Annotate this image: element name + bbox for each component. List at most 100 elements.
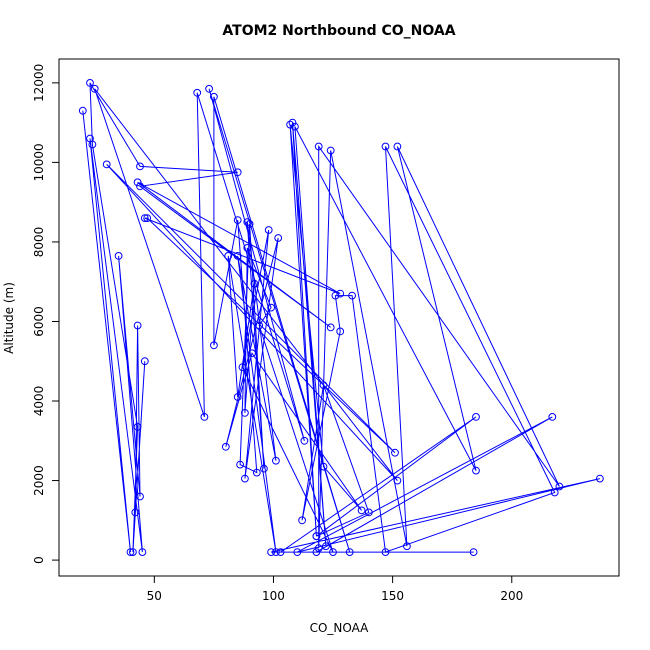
data-point-28 (205, 84, 214, 93)
y-tick-label: 10000 (32, 143, 46, 181)
data-point-60 (322, 542, 330, 551)
data-point-0 (78, 106, 87, 115)
data-point-19 (140, 214, 149, 223)
x-tick-label: 200 (500, 589, 523, 603)
data-point-45 (243, 244, 252, 252)
data-point-55 (357, 506, 366, 515)
data-point-64 (555, 482, 564, 491)
chart-title: ATOM2 Northbound CO_NOAA (222, 23, 455, 39)
x-axis: 50 100 150 200 (147, 575, 523, 603)
y-tick-label: 8000 (32, 227, 46, 258)
data-point-7 (131, 508, 140, 517)
data-point-16 (326, 323, 335, 332)
y-axis-title: Altitude (m) (2, 282, 16, 354)
data-point-79 (472, 413, 480, 421)
data-point-21 (391, 448, 399, 457)
data-point-86 (469, 548, 478, 556)
data-point-50 (264, 226, 273, 234)
data-point-25 (200, 413, 209, 421)
data-point-71 (381, 548, 390, 556)
data-point-22 (102, 160, 111, 169)
data-point-47 (255, 321, 264, 330)
data-point-68 (403, 542, 411, 551)
data-point-34 (236, 460, 245, 469)
y-axis: 0 2000 4000 6000 8000 10000 12000 (32, 64, 60, 564)
data-point-85 (267, 548, 276, 556)
data-point-6 (133, 321, 142, 330)
data-point-10 (133, 423, 142, 431)
data-point-57 (286, 120, 295, 129)
data-point-38 (272, 456, 280, 465)
data-point-4 (114, 252, 123, 260)
data-point-41 (224, 252, 233, 260)
data-point-13 (136, 162, 144, 171)
data-point-69 (381, 142, 390, 151)
data-point-75 (298, 516, 307, 525)
data-point-3 (138, 548, 147, 556)
data-point-17 (133, 178, 142, 187)
data-point-12 (86, 79, 94, 87)
data-point-63 (393, 142, 402, 151)
data-point-53 (221, 442, 230, 451)
data-point-24 (90, 84, 99, 93)
data-point-20 (143, 214, 152, 223)
x-tick-label: 50 (147, 589, 162, 603)
data-point-77 (364, 508, 373, 517)
x-tick-label: 150 (381, 589, 404, 603)
data-point-15 (136, 182, 144, 191)
data-point-61 (291, 122, 299, 131)
data-point-36 (260, 464, 268, 473)
data-point-43 (250, 279, 259, 288)
data-point-83 (293, 548, 302, 556)
data-point-67 (326, 146, 335, 155)
data-point-14 (233, 168, 242, 177)
data-point-31 (210, 341, 218, 350)
y-tick-label: 2000 (32, 465, 46, 496)
data-point-11 (88, 140, 97, 149)
data-point-42 (233, 393, 242, 401)
x-axis-title: CO_NOAA (310, 621, 370, 635)
data-point-49 (238, 363, 247, 372)
data-point-74 (336, 327, 345, 336)
plot-area (78, 79, 604, 556)
data-point-9 (129, 548, 137, 556)
data-point-26 (193, 88, 202, 97)
data-point-70 (550, 488, 559, 497)
data-point-1 (126, 548, 135, 556)
data-point-84 (596, 474, 604, 483)
data-point-54 (248, 349, 256, 358)
data-point-62 (472, 466, 480, 475)
data-point-35 (245, 220, 254, 228)
series-line-0 (82, 82, 601, 553)
data-point-8 (140, 357, 149, 366)
data-point-46 (267, 303, 276, 312)
y-tick-label: 6000 (32, 306, 46, 337)
data-point-39 (233, 252, 242, 260)
data-point-56 (319, 462, 328, 471)
data-point-52 (274, 234, 283, 242)
x-tick-label: 100 (262, 589, 285, 603)
data-point-66 (314, 544, 323, 553)
data-point-29 (345, 548, 354, 556)
data-point-51 (241, 474, 249, 483)
data-point-23 (393, 476, 402, 485)
y-tick-label: 0 (32, 556, 46, 564)
data-point-73 (331, 291, 340, 300)
y-tick-label: 12000 (32, 64, 46, 102)
data-point-81 (312, 548, 321, 556)
data-point-82 (548, 413, 557, 421)
data-point-44 (241, 409, 249, 417)
data-point-72 (348, 291, 357, 300)
data-point-30 (210, 92, 218, 101)
data-point-18 (336, 289, 345, 298)
data-point-78 (312, 532, 321, 541)
data-point-59 (288, 118, 297, 127)
data-point-33 (252, 468, 261, 477)
data-point-80 (276, 548, 285, 556)
data-point-76 (319, 381, 328, 390)
data-point-65 (314, 142, 323, 151)
data-point-5 (136, 492, 144, 501)
data-point-40 (272, 548, 280, 556)
y-tick-label: 4000 (32, 386, 46, 417)
